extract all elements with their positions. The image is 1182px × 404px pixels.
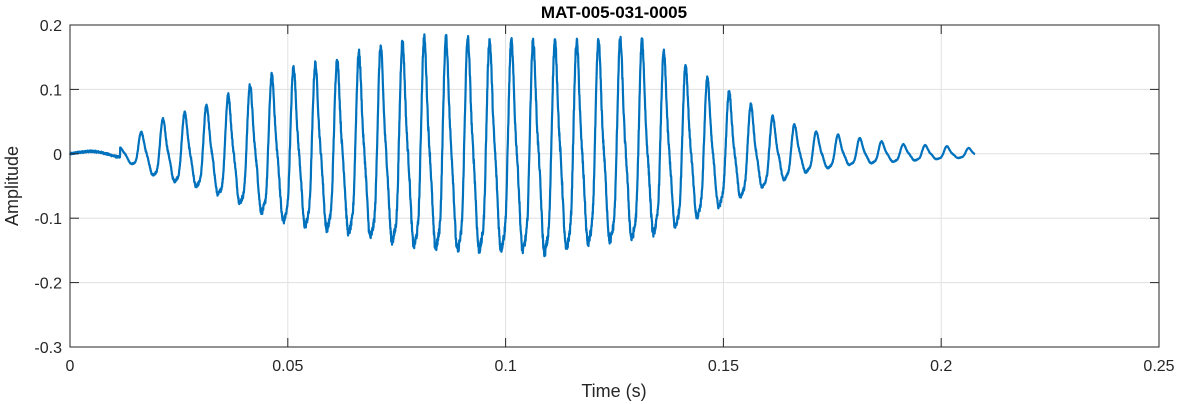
y-tick-label: -0.3 (34, 340, 62, 357)
y-tick-label: -0.2 (34, 276, 62, 293)
x-tick-label: 0.1 (494, 358, 516, 375)
y-tick-label: 0.1 (40, 82, 62, 99)
x-tick-label: 0.15 (708, 358, 739, 375)
x-tick-label: 0 (66, 358, 75, 375)
x-axis-label: Time (s) (581, 381, 646, 401)
series-layer (68, 33, 976, 258)
x-tick-label: 0.2 (930, 358, 952, 375)
x-tick-label: 0.25 (1143, 358, 1174, 375)
series-line (68, 33, 976, 258)
x-tick-label: 0.05 (272, 358, 303, 375)
y-axis-label: Amplitude (2, 146, 22, 226)
y-tick-label: 0.2 (40, 18, 62, 35)
ticks: 0 0.05 0.1 0.15 0.2 0.25 -0.3 -0.2 -0.1 0 0.1 0.2 (34, 18, 1174, 375)
y-tick-label: 0 (53, 147, 62, 164)
chart-title: MAT-005-031-0005 (541, 3, 687, 22)
y-tick-label: -0.1 (34, 211, 62, 228)
plot-area-border (69, 24, 1160, 348)
